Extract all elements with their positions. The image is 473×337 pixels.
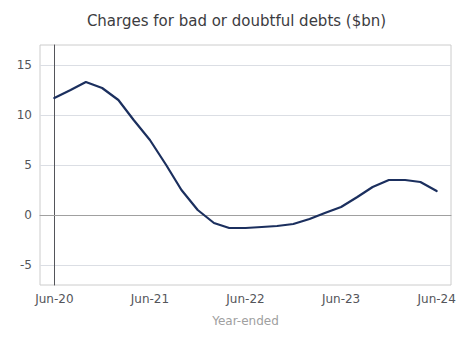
svg-text:Charges for bad or doubtful de: Charges for bad or doubtful debts ($bn): [87, 12, 386, 30]
svg-text:-5: -5: [20, 258, 32, 272]
svg-text:Jun-23: Jun-23: [321, 292, 360, 306]
svg-text:15: 15: [17, 58, 32, 72]
svg-text:5: 5: [24, 158, 32, 172]
svg-text:Jun-24: Jun-24: [416, 292, 455, 306]
svg-text:Jun-20: Jun-20: [34, 292, 73, 306]
svg-text:Jun-21: Jun-21: [130, 292, 169, 306]
svg-text:Jun-22: Jun-22: [225, 292, 264, 306]
svg-text:0: 0: [24, 208, 32, 222]
svg-text:10: 10: [17, 108, 32, 122]
svg-text:Year-ended: Year-ended: [211, 314, 279, 328]
